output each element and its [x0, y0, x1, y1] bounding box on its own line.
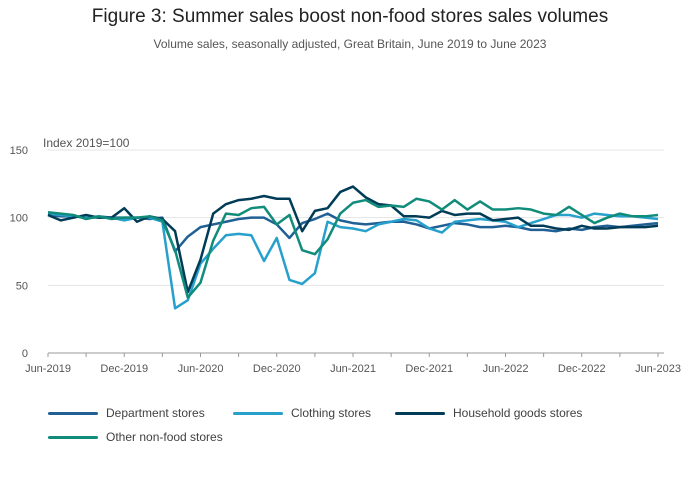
legend-swatch — [48, 411, 98, 415]
axes: 0 50 100 150 Jun-2019 Dec-2019 Jun-2020 Dec-202… — [10, 145, 681, 375]
x-tick-label: Jun-2023 — [635, 363, 681, 375]
legend-label: Clothing stores — [291, 406, 372, 420]
x-tick-label: Dec-2019 — [100, 363, 148, 375]
series-lines — [47, 185, 659, 310]
y-tick-label: 0 — [22, 348, 28, 360]
legend-label: Household goods stores — [453, 406, 583, 420]
legend-swatch — [48, 435, 98, 439]
legend-label: Department stores — [106, 406, 205, 420]
y-tick-label: 50 — [16, 280, 28, 292]
chart-title: Figure 3: Summer sales boost non-food st… — [91, 6, 609, 27]
x-tick-label: Dec-2022 — [558, 363, 606, 375]
legend-item-department-stores[interactable]: Department stores — [48, 406, 205, 420]
x-tick-label: Jun-2022 — [483, 363, 529, 375]
legend-item-household-goods-stores[interactable]: Household goods stores — [395, 406, 582, 420]
x-tick-label: Dec-2021 — [405, 363, 453, 375]
gridlines — [48, 149, 664, 354]
x-tick-label: Jun-2020 — [178, 363, 224, 375]
y-axis-label: Index 2019=100 — [43, 136, 130, 150]
x-tick-label: Dec-2020 — [253, 363, 301, 375]
legend-item-clothing-stores[interactable]: Clothing stores — [233, 406, 371, 420]
y-tick-label: 150 — [10, 145, 28, 157]
legend-swatch — [233, 411, 283, 415]
legend-item-other-non-food-stores[interactable]: Other non-food stores — [48, 430, 223, 444]
series-line-department-stores[interactable] — [47, 212, 659, 253]
legend-swatch — [395, 411, 445, 415]
x-tick-label: Jun-2021 — [330, 363, 376, 375]
y-tick-label: 100 — [10, 213, 28, 225]
chart-subtitle: Volume sales, seasonally adjusted, Great… — [153, 37, 547, 51]
series-line-other-non-food-stores[interactable] — [47, 197, 659, 299]
legend-label: Other non-food stores — [106, 430, 223, 444]
x-tick-label: Jun-2019 — [25, 363, 71, 375]
